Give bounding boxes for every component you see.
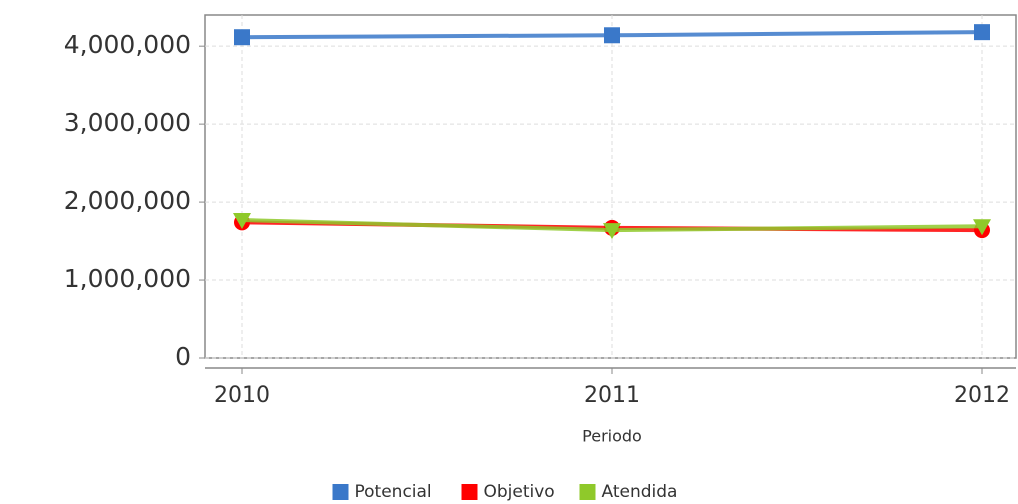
y-tick-label: 4,000,000 (64, 30, 191, 59)
y-tick-label: 2,000,000 (64, 186, 191, 215)
point (234, 29, 250, 46)
x-tick-label: 2011 (584, 383, 640, 408)
point (603, 223, 621, 240)
legend-swatch (579, 484, 596, 500)
legend-label: Potencial (355, 482, 432, 502)
legend-label: Atendida (602, 482, 678, 502)
y-tick-label: 1,000,000 (64, 264, 191, 293)
legend-swatch (461, 484, 478, 500)
x-tick-label: 2010 (214, 383, 270, 408)
point (973, 219, 991, 236)
x-tick-label: 2012 (954, 383, 1010, 408)
point (974, 24, 990, 41)
x-axis-title: Periodo (582, 427, 642, 446)
y-tick-label: 3,000,000 (64, 108, 191, 137)
legend-swatch (332, 484, 349, 500)
point (233, 213, 251, 230)
y-tick-label: 0 (175, 342, 191, 371)
plot-area (204, 14, 1017, 359)
point (604, 27, 620, 44)
legend-label: Objetivo (484, 482, 555, 502)
